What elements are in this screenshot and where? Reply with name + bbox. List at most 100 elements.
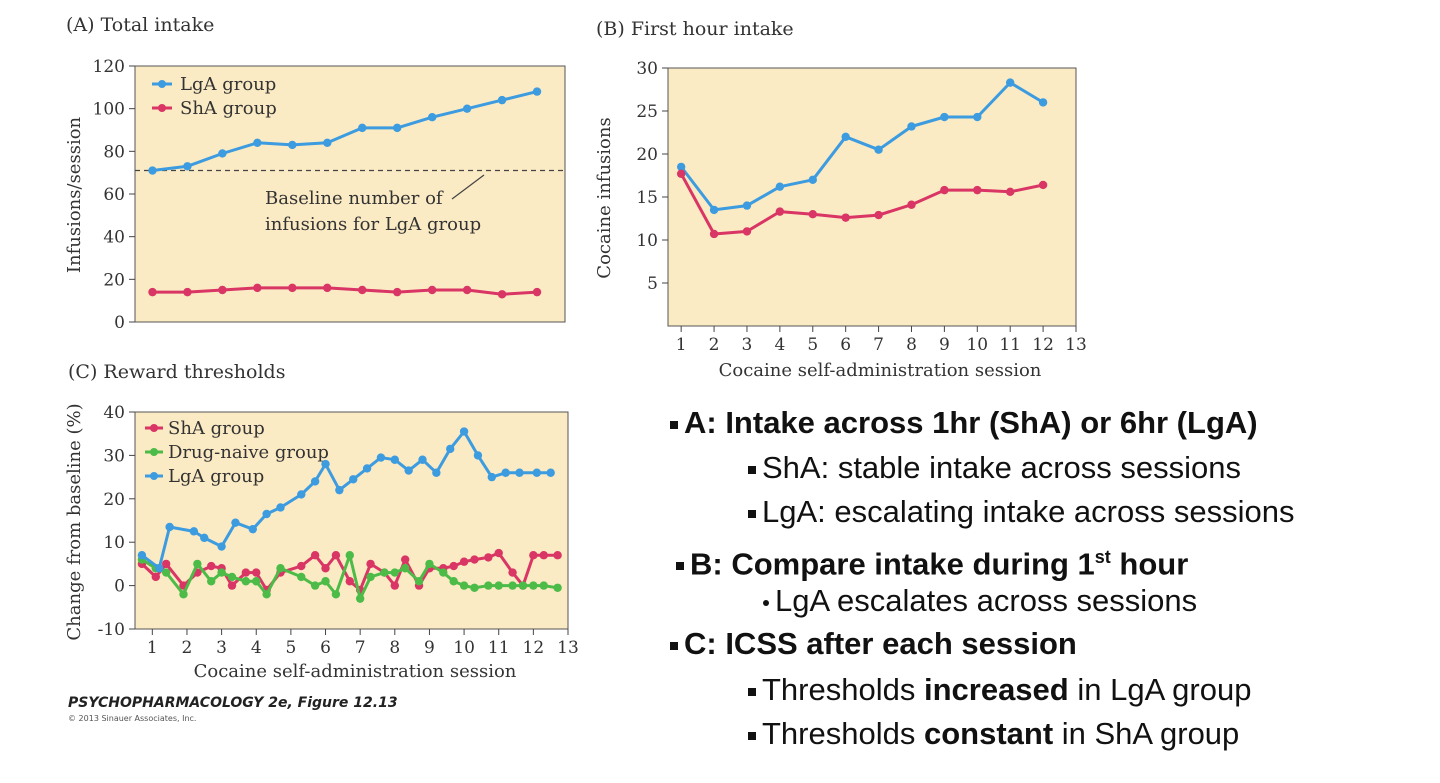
series-line-lga-group	[680, 81, 1044, 212]
data-point-lga-group	[165, 522, 174, 532]
y-tick-label: 20	[636, 145, 658, 165]
x-tick-label: 12	[523, 638, 545, 658]
data-point-lga-group	[709, 205, 719, 215]
data-point-lga-group	[532, 468, 542, 477]
bullet-icon	[748, 687, 756, 696]
data-point-drug-naive-group	[529, 581, 538, 590]
y-tick-label: 10	[636, 231, 658, 251]
series-line-lga-group	[152, 90, 538, 172]
data-point-lga-group	[253, 138, 262, 147]
panel-a-annotation-line1: Baseline number of	[265, 188, 444, 209]
legend-lga-label: LgA group	[180, 74, 276, 95]
data-point-sha-group	[161, 559, 171, 569]
panel-c-x-axis-label: Cocaine self-administration session	[194, 661, 517, 682]
data-point-sha-group	[183, 287, 192, 297]
y-tick-label: 0	[114, 313, 125, 333]
y-tick-label: 20	[103, 270, 125, 290]
bullet-icon	[748, 509, 756, 518]
panel-b-first-hour-intake: (B) First hour intake Cocaine infusions …	[594, 18, 1087, 381]
data-point-lga-group	[404, 466, 413, 475]
data-point-lga-group	[390, 455, 399, 464]
x-tick-label: 10	[966, 335, 988, 355]
data-point-lga-group	[310, 477, 320, 486]
data-point-drug-naive-group	[241, 577, 251, 586]
x-tick-label: 5	[285, 638, 296, 658]
y-tick-label: 15	[636, 188, 658, 208]
data-point-sha-group	[297, 561, 306, 571]
y-tick-label: 40	[103, 228, 125, 248]
panel-a-annotation-line2: infusions for LgA group	[265, 214, 481, 235]
data-point-drug-naive-group	[217, 568, 226, 577]
data-point-sha-group	[529, 551, 538, 560]
data-point-lga-group	[742, 201, 752, 210]
data-point-sha-group	[532, 287, 542, 297]
data-point-drug-naive-group	[345, 551, 354, 560]
data-point-sha-group	[345, 577, 354, 586]
data-point-sha-group	[874, 210, 883, 220]
data-point-sha-group	[151, 572, 160, 582]
data-point-drug-naive-group	[179, 590, 188, 599]
panel-c-plot-area	[134, 411, 569, 630]
data-point-sha-group	[253, 283, 262, 293]
data-point-lga-group	[392, 123, 402, 133]
bullet-icon	[748, 731, 756, 740]
data-point-sha-group	[742, 227, 752, 236]
data-point-drug-naive-group	[227, 572, 237, 582]
data-point-sha-group	[973, 185, 982, 195]
legend-c-sha-label: ShA group	[168, 418, 265, 439]
data-point-lga-group	[515, 468, 524, 477]
data-point-lga-group	[335, 485, 344, 495]
y-tick-label: 100	[93, 100, 125, 120]
y-tick-label: 80	[103, 142, 125, 162]
data-point-drug-naive-group	[355, 594, 365, 603]
data-point-sha-group	[241, 568, 251, 577]
data-point-sha-group	[427, 285, 437, 295]
data-point-drug-naive-group	[400, 564, 410, 573]
note-a-lga: LgA: escalating intake across sessions	[748, 494, 1294, 530]
legend-sha-marker	[158, 104, 166, 112]
x-tick-label: 9	[424, 638, 435, 658]
data-point-drug-naive-group	[297, 572, 306, 582]
data-point-sha-group	[462, 285, 472, 295]
bullet-icon	[670, 420, 678, 429]
data-point-drug-naive-group	[193, 559, 202, 569]
x-tick-label: 7	[355, 638, 366, 658]
note-a-sha: ShA: stable intake across sessions	[748, 450, 1241, 486]
data-point-drug-naive-group	[161, 568, 171, 577]
data-point-lga-group	[262, 509, 271, 519]
data-point-drug-naive-group	[380, 568, 389, 577]
legend-sha-label: ShA group	[180, 98, 277, 119]
data-point-lga-group	[432, 468, 441, 477]
x-tick-label: 8	[389, 638, 400, 658]
x-tick-label: 13	[557, 638, 579, 658]
x-tick-label: 10	[453, 638, 475, 658]
y-tick-label: 20	[103, 490, 125, 510]
bullet-icon	[670, 641, 678, 650]
panel-a-plot-area	[134, 65, 566, 323]
note-c: C: ICSS after each session	[670, 626, 1077, 662]
data-point-drug-naive-group	[449, 577, 458, 586]
data-point-drug-naive-group	[321, 577, 330, 586]
data-point-sha-group	[775, 207, 785, 216]
data-point-drug-naive-group	[262, 590, 271, 599]
legend-lga-marker	[158, 80, 166, 88]
data-point-lga-group	[323, 138, 332, 147]
data-point-drug-naive-group	[207, 577, 216, 586]
data-point-sha-group	[390, 581, 399, 590]
data-point-sha-group	[207, 561, 216, 571]
data-point-drug-naive-group	[252, 577, 261, 586]
data-point-lga-group	[183, 162, 192, 171]
x-tick-label: 4	[774, 335, 785, 355]
data-point-sha-group	[553, 551, 562, 560]
data-point-sha-group	[227, 581, 237, 590]
x-tick-label: 1	[147, 638, 158, 658]
data-point-sha-group	[358, 285, 367, 295]
data-point-drug-naive-group	[470, 583, 479, 592]
data-point-drug-naive-group	[539, 581, 548, 590]
data-point-lga-group	[473, 451, 483, 460]
data-point-lga-group	[376, 453, 386, 462]
data-point-sha-group	[323, 283, 332, 293]
data-point-lga-group	[676, 162, 686, 172]
legend-c-naive-label: Drug-naive group	[168, 442, 329, 463]
